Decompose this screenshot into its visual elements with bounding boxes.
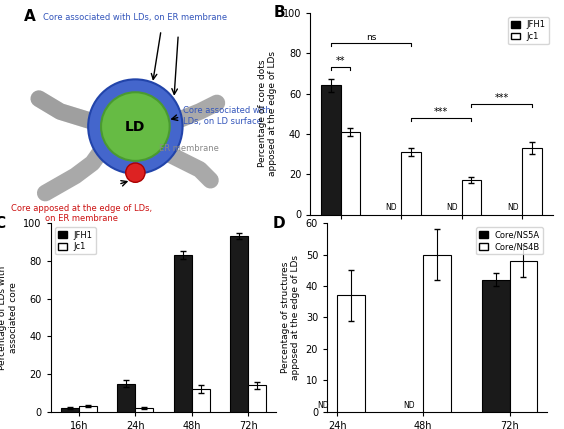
Text: B: B: [274, 5, 285, 20]
Bar: [522, 148, 541, 214]
Text: Core associated with
LDs, on LD surface: Core associated with LDs, on LD surface: [183, 106, 270, 126]
Legend: Core/NS5A, Core/NS4B: Core/NS5A, Core/NS4B: [476, 227, 543, 254]
Text: Core associated with LDs, on ER membrane: Core associated with LDs, on ER membrane: [43, 13, 227, 22]
Text: LD: LD: [125, 120, 146, 133]
Bar: [424, 254, 451, 412]
Circle shape: [101, 92, 170, 161]
Bar: [79, 406, 97, 412]
Text: ND: ND: [507, 203, 518, 212]
Bar: [230, 236, 248, 412]
Bar: [248, 385, 266, 412]
Text: ***: ***: [434, 107, 448, 117]
Circle shape: [126, 163, 145, 182]
Text: ND: ND: [446, 203, 458, 212]
Y-axis label: Percentage of core dots
apposed at the edge of LDs: Percentage of core dots apposed at the e…: [258, 51, 277, 176]
Legend: JFH1, Jc1: JFH1, Jc1: [55, 227, 95, 254]
Legend: JFH1, Jc1: JFH1, Jc1: [508, 17, 549, 44]
Bar: [462, 180, 481, 214]
Bar: [509, 261, 537, 412]
Bar: [401, 152, 421, 214]
Text: D: D: [272, 215, 285, 230]
Text: **: **: [336, 56, 345, 66]
Bar: [192, 389, 210, 412]
Text: ns: ns: [365, 33, 376, 42]
Bar: [341, 132, 360, 214]
Text: ND: ND: [318, 401, 329, 410]
Text: Core apposed at the edge of LDs,
on ER membrane: Core apposed at the edge of LDs, on ER m…: [11, 204, 152, 223]
Bar: [135, 408, 153, 412]
Text: A: A: [24, 9, 36, 24]
Text: C: C: [0, 215, 6, 230]
Bar: [174, 255, 192, 412]
Text: ND: ND: [386, 203, 397, 212]
Circle shape: [88, 79, 183, 174]
Text: ***: ***: [495, 93, 509, 103]
Y-axis label: Percentage of LDs with
associated core: Percentage of LDs with associated core: [0, 265, 18, 370]
Bar: [61, 408, 79, 412]
Bar: [321, 85, 341, 214]
Y-axis label: Percentage of structures
apposed at the edge of LDs: Percentage of structures apposed at the …: [281, 255, 300, 380]
Bar: [482, 280, 509, 412]
Text: ND: ND: [404, 401, 415, 410]
Bar: [117, 384, 135, 412]
Bar: [337, 296, 365, 412]
Text: ER membrane: ER membrane: [159, 144, 219, 152]
